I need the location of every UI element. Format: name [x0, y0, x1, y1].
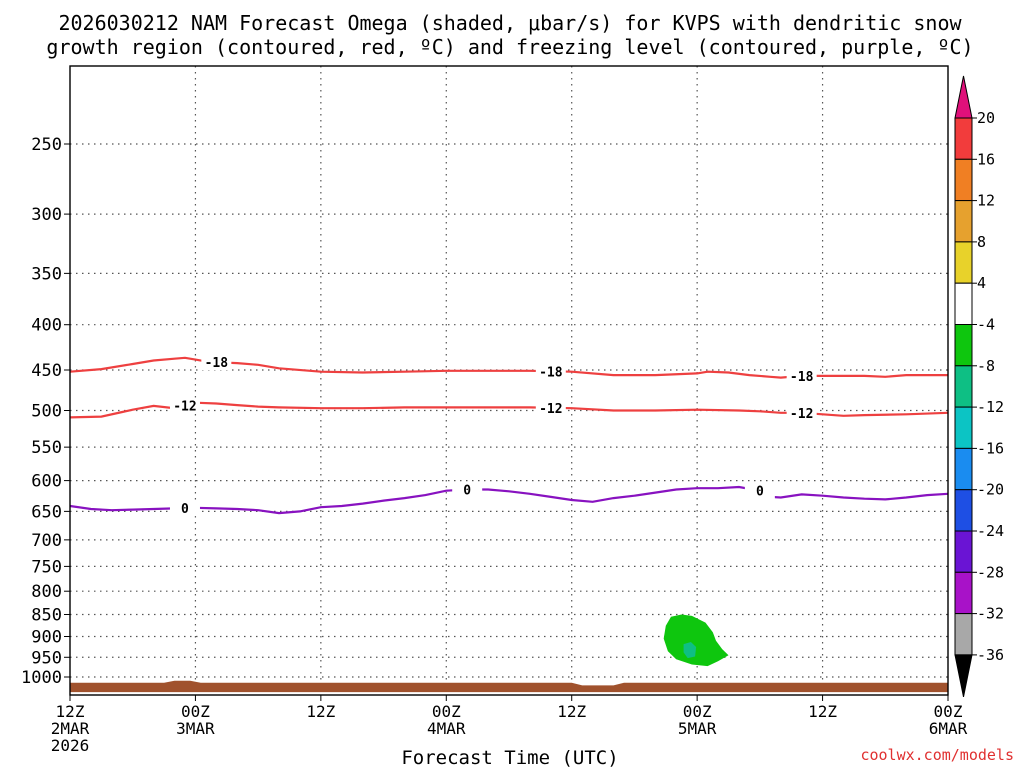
y-tick-label: 550: [31, 438, 62, 458]
colorbar-swatch: [954, 530, 973, 573]
plot-area: 2503003504004505005506006507007508008509…: [21, 65, 1004, 755]
colorbar-tick-label: -12: [977, 398, 1004, 416]
colorbar-tick-label: 20: [977, 109, 995, 127]
colorbar-top-arrow: [954, 75, 973, 119]
contour-label-bg: [744, 482, 775, 499]
x-tick-label: 12Z: [56, 702, 85, 721]
x-tick-label: 2026: [51, 736, 90, 755]
contour-label-bg: [169, 500, 200, 517]
x-tick-label: 00Z: [934, 702, 963, 721]
colorbar-swatch: [954, 241, 973, 284]
x-tick-label: 3MAR: [176, 719, 215, 738]
y-tick-label: 500: [31, 402, 62, 422]
x-tick-label: 00Z: [432, 702, 461, 721]
colorbar-tick-label: 16: [977, 150, 995, 168]
y-tick-label: 350: [31, 264, 62, 284]
contour-label-bg: [786, 404, 817, 421]
y-tick-label: 450: [31, 361, 62, 381]
y-tick-label: 950: [31, 648, 62, 668]
x-tick-label: 12Z: [557, 702, 586, 721]
colorbar-tick-label: -4: [977, 316, 995, 334]
contour-label: -12: [790, 407, 813, 422]
colorbar-tick-label: -20: [977, 481, 1004, 499]
colorbar-swatch: [954, 324, 973, 367]
y-tick-label: 850: [31, 606, 62, 626]
contour-label: -12: [539, 402, 562, 417]
contour-label: -12: [173, 399, 196, 414]
colorbar-bottom-arrow: [954, 654, 973, 697]
x-tick-label: 12Z: [808, 702, 837, 721]
colorbar-swatch: [954, 613, 973, 656]
colorbar-swatch: [954, 158, 973, 202]
colorbar-tick-label: -28: [977, 563, 1004, 581]
colorbar-swatch: [954, 447, 973, 491]
x-tick-label: 00Z: [683, 702, 712, 721]
contour-label: 0: [463, 483, 471, 498]
colorbar-swatch: [954, 406, 973, 449]
y-tick-label: 1000: [21, 668, 62, 688]
x-axis-label: Forecast Time (UTC): [401, 747, 618, 768]
colorbar-swatch: [954, 489, 973, 532]
y-tick-label: 700: [31, 531, 62, 551]
contour-label-bg: [535, 363, 566, 380]
contour-label: -18: [790, 370, 814, 385]
contour-label: 0: [181, 502, 189, 517]
x-tick-label: 00Z: [181, 702, 210, 721]
chart-title-line2: growth region (contoured, red, ºC) and f…: [46, 35, 973, 59]
colorbar-tick-label: -32: [977, 605, 1004, 623]
colorbar-tick-label: 12: [977, 192, 995, 210]
x-tick-label: 12Z: [306, 702, 335, 721]
contour-label-bg: [201, 354, 232, 371]
contour-label: 0: [756, 485, 764, 500]
terrain-surface: [70, 680, 948, 693]
colorbar-tick-label: 8: [977, 233, 986, 251]
contour-label-bg: [786, 367, 817, 384]
y-tick-label: 750: [31, 557, 62, 577]
credit-text[interactable]: coolwx.com/models: [860, 746, 1014, 764]
contour-label-bg: [535, 399, 566, 416]
colorbar-tick-label: -36: [977, 646, 1004, 664]
colorbar-swatch: [954, 200, 973, 243]
colorbar-swatch: [954, 365, 973, 408]
y-tick-label: 250: [31, 135, 62, 155]
colorbar-tick-label: -24: [977, 522, 1004, 540]
colorbar-swatch: [954, 117, 973, 160]
contour-label-bg: [452, 481, 483, 498]
colorbar-tick-label: -16: [977, 439, 1004, 457]
colorbar-swatch: [954, 282, 973, 326]
x-tick-label: 6MAR: [929, 719, 968, 738]
colorbar-tick-label: 4: [977, 274, 986, 292]
plot-frame: [69, 65, 949, 696]
omega-shade-weak-ascent: [663, 614, 729, 667]
contour-label: -18: [205, 356, 229, 371]
x-tick-label: 5MAR: [678, 719, 717, 738]
y-tick-label: 400: [31, 316, 62, 336]
omega-shade-moderate-ascent: [683, 642, 697, 659]
y-tick-label: 300: [31, 205, 62, 225]
y-tick-label: 600: [31, 472, 62, 492]
chart-title-line1: 2026030212 NAM Forecast Omega (shaded, μ…: [58, 11, 962, 35]
y-tick-label: 900: [31, 627, 62, 647]
colorbar-swatch: [954, 571, 973, 615]
y-tick-label: 800: [31, 582, 62, 602]
contour-line-0: [69, 485, 949, 515]
x-tick-label: 4MAR: [427, 719, 466, 738]
colorbar-tick-label: -8: [977, 357, 995, 375]
contour-label: -18: [539, 365, 563, 380]
x-tick-label: 2MAR: [51, 719, 90, 738]
contour-label-bg: [169, 397, 200, 414]
y-tick-label: 650: [31, 502, 62, 522]
